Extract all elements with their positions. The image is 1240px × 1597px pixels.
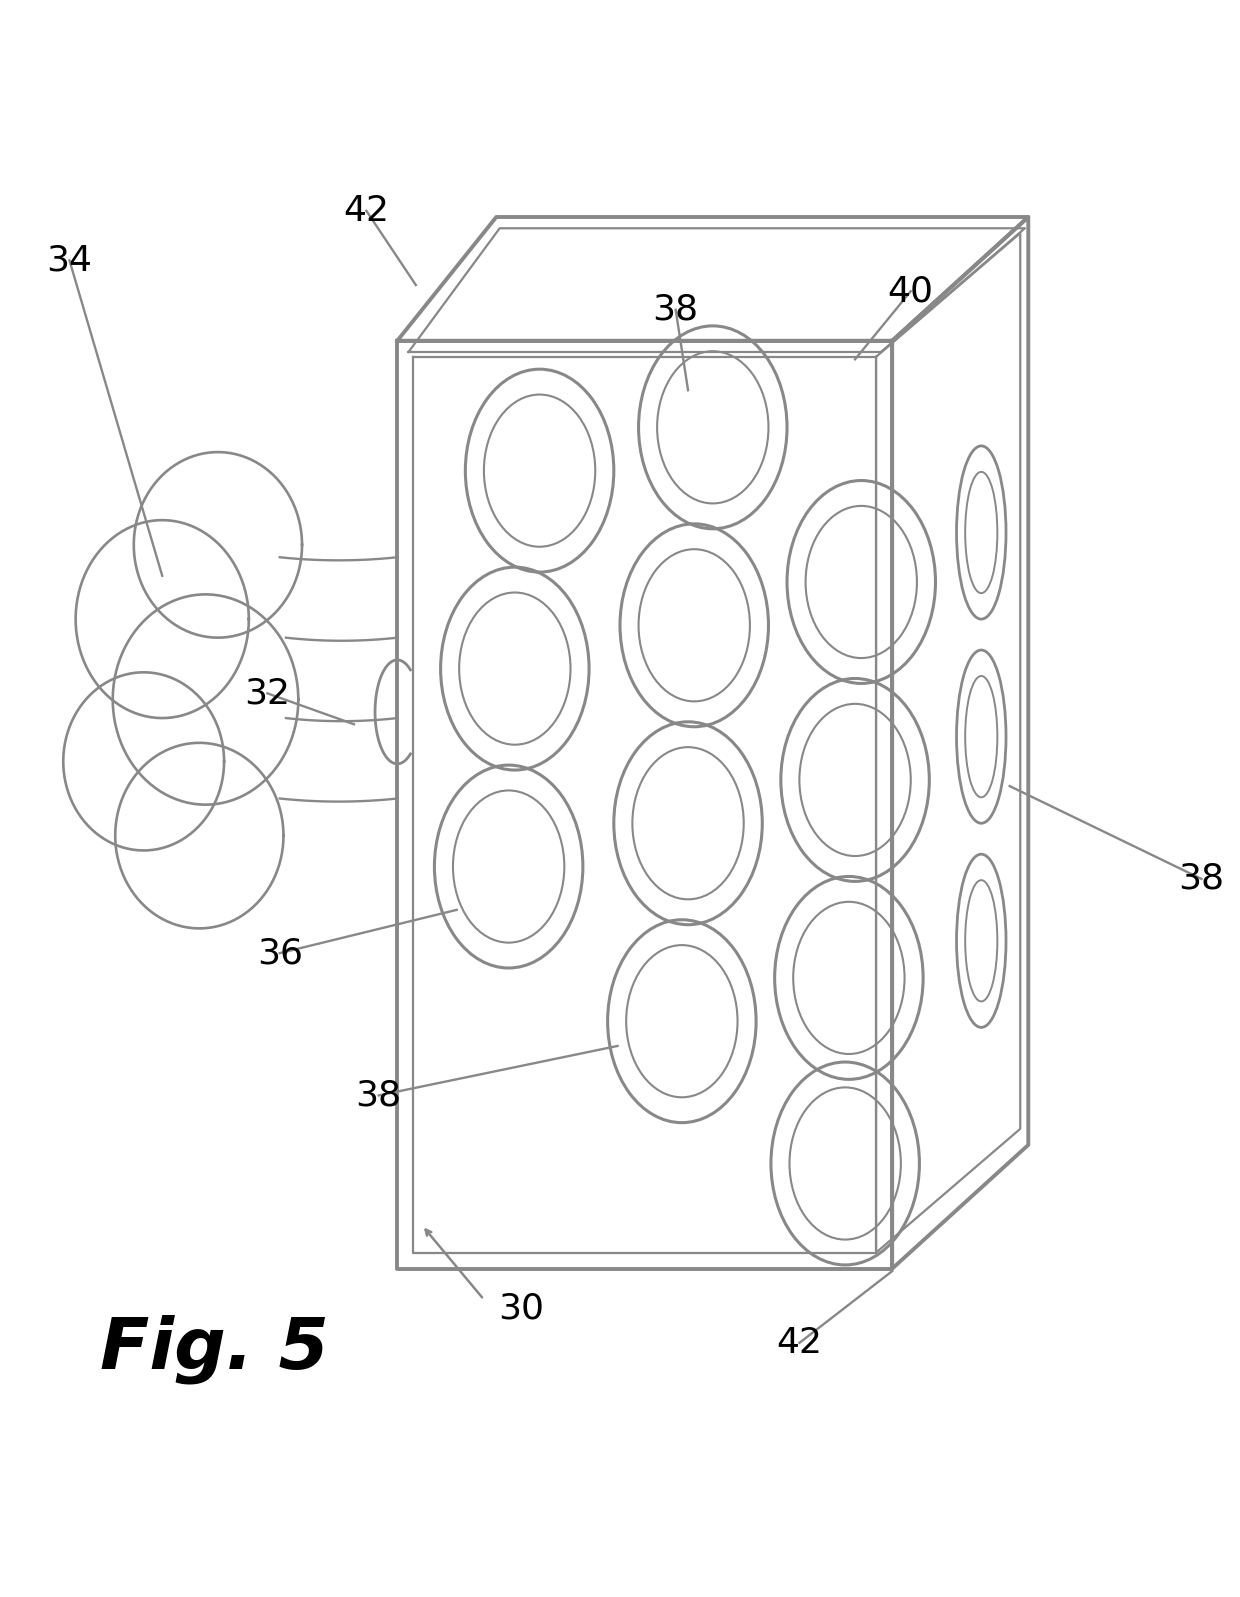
Text: 30: 30 bbox=[498, 1292, 544, 1326]
Text: 36: 36 bbox=[257, 936, 303, 969]
Text: 42: 42 bbox=[343, 193, 389, 228]
Text: 32: 32 bbox=[244, 677, 290, 711]
Text: 40: 40 bbox=[888, 275, 934, 308]
Text: 42: 42 bbox=[776, 1326, 822, 1361]
Text: 38: 38 bbox=[652, 292, 698, 327]
Text: 38: 38 bbox=[1178, 862, 1225, 896]
Text: 38: 38 bbox=[356, 1078, 402, 1113]
Text: 34: 34 bbox=[46, 243, 93, 278]
Text: Fig. 5: Fig. 5 bbox=[100, 1314, 329, 1385]
